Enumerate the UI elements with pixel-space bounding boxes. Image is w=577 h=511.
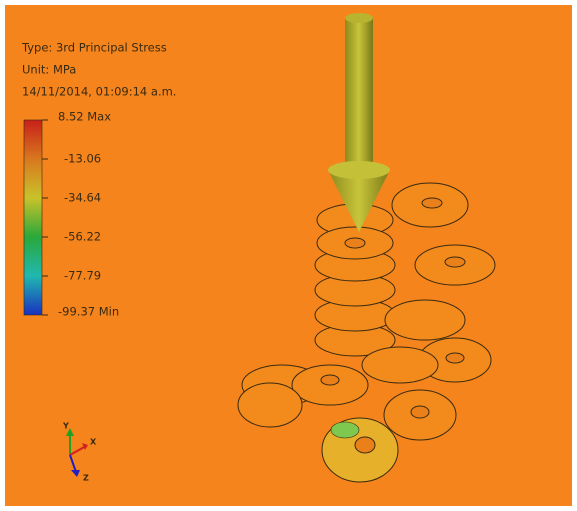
- scale-label: -34.64: [64, 191, 101, 205]
- viewport: Type: 3rd Principal Stress Unit: MPa 14/…: [0, 0, 577, 511]
- result-unit: Unit: MPa: [22, 63, 76, 77]
- axis-x-label: X: [90, 438, 97, 447]
- scale-label: -56.22: [64, 230, 101, 244]
- color-scale: [24, 120, 42, 315]
- scale-label: -13.06: [64, 152, 101, 166]
- scale-label: 8.52 Max: [58, 110, 111, 124]
- axis-y-label: Y: [62, 422, 69, 431]
- result-type: Type: 3rd Principal Stress: [21, 41, 167, 55]
- scale-label: -99.37 Min: [58, 305, 119, 319]
- scale-label: -77.79: [64, 269, 101, 283]
- axis-z-label: Z: [83, 474, 89, 483]
- timestamp: 14/11/2014, 01:09:14 a.m.: [22, 85, 176, 99]
- page: {"legend": {"type": "Type: 3rd Principal…: [0, 0, 577, 511]
